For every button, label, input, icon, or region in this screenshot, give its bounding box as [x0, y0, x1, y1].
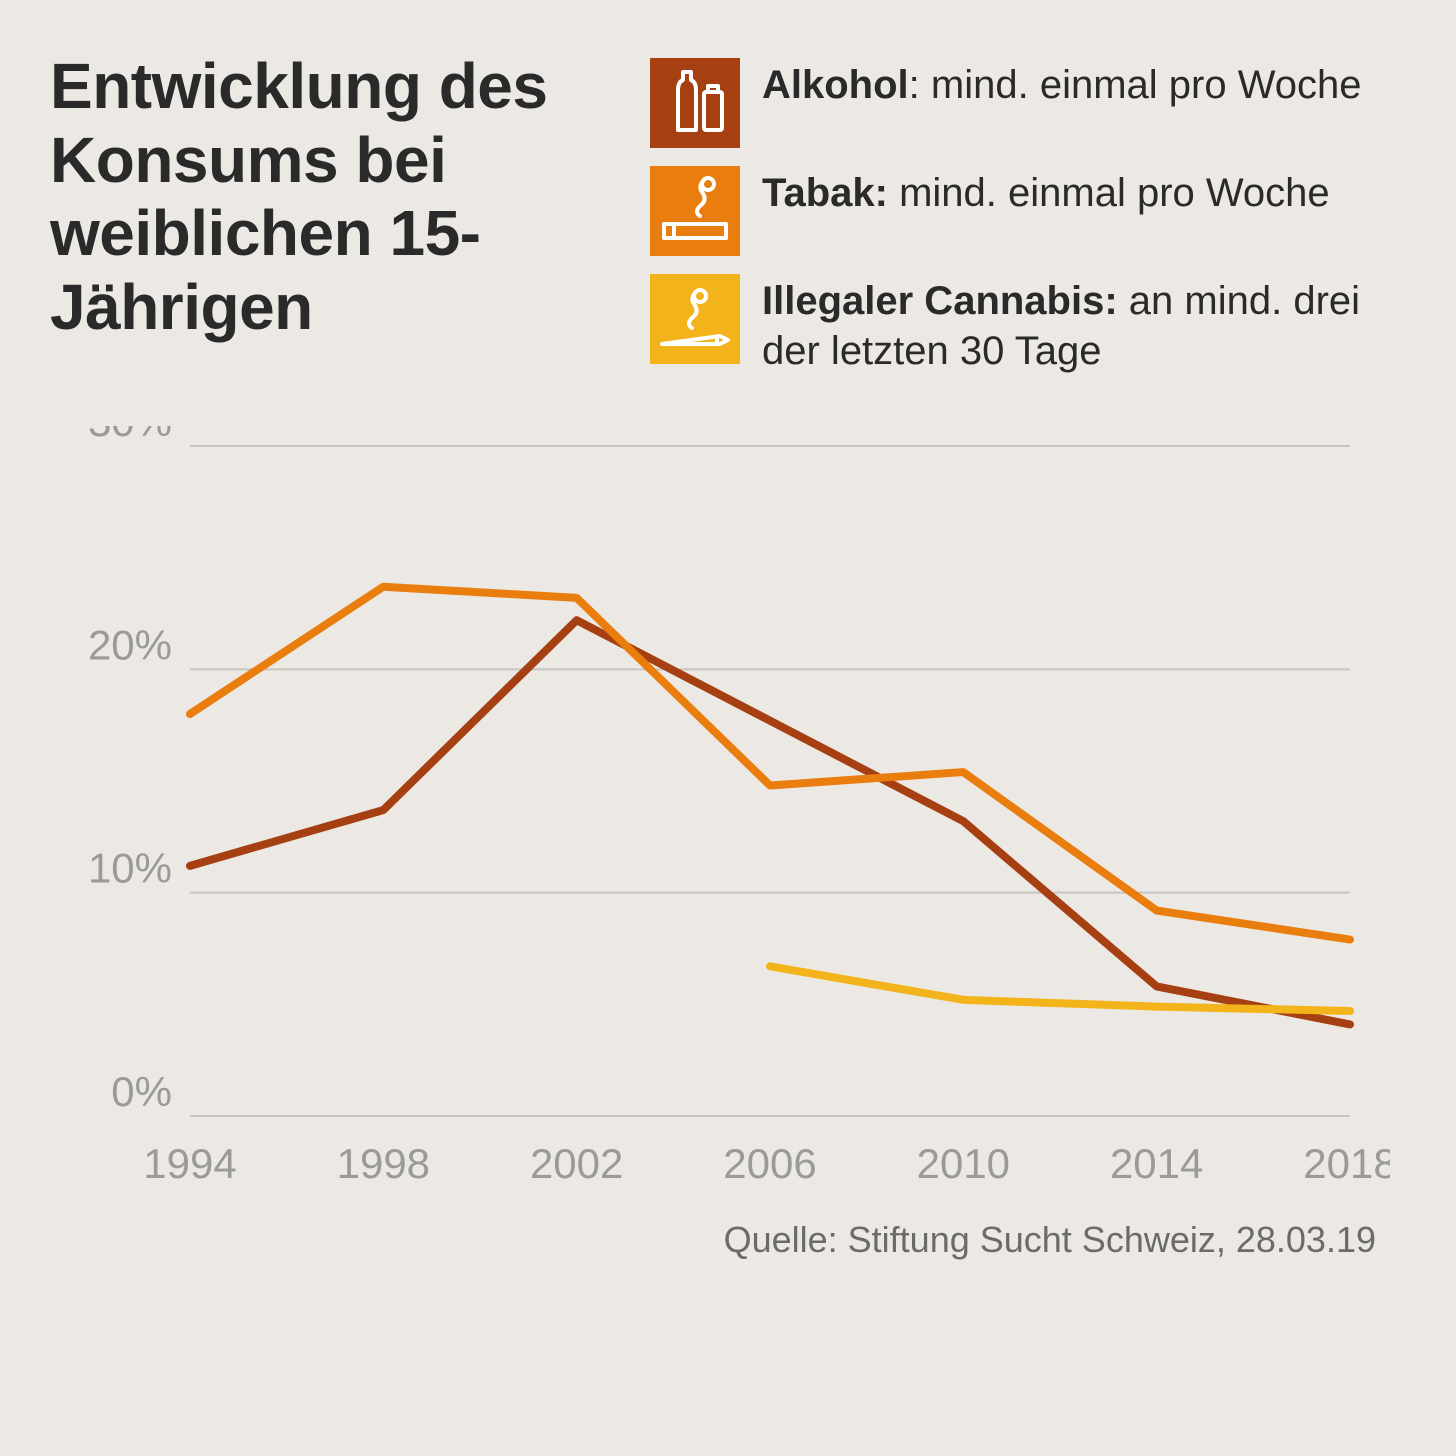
legend-label: Illegaler Cannabis: an mind. drei der le…: [762, 274, 1416, 376]
series-line: [190, 587, 1350, 940]
legend-item: Alkohol: mind. einmal pro Woche: [650, 58, 1416, 148]
x-tick-label: 2010: [917, 1140, 1010, 1187]
line-chart: 0% 10% 20% 30% 1994 1998 2002 2006 2010 2014 2018: [50, 426, 1390, 1196]
legend: Alkohol: mind. einmal pro Woche Tabak: m…: [650, 50, 1416, 376]
chart-title: Entwicklung des Konsums bei weiblichen 1…: [50, 50, 610, 376]
tobacco-icon: [650, 166, 740, 256]
source-text: Quelle: Stiftung Sucht Schweiz, 28.03.19: [50, 1219, 1416, 1261]
y-tick-label: 30%: [88, 426, 172, 445]
legend-label: Tabak: mind. einmal pro Woche: [762, 166, 1330, 218]
y-tick-label: 20%: [88, 621, 172, 668]
alcohol-icon: [650, 58, 740, 148]
x-tick-label: 1998: [337, 1140, 430, 1187]
legend-item: Illegaler Cannabis: an mind. drei der le…: [650, 274, 1416, 376]
y-tick-label: 10%: [88, 845, 172, 892]
header: Entwicklung des Konsums bei weiblichen 1…: [50, 50, 1416, 376]
x-tick-label: 2018: [1303, 1140, 1390, 1187]
x-tick-label: 2014: [1110, 1140, 1203, 1187]
cannabis-icon: [650, 274, 740, 364]
legend-label: Alkohol: mind. einmal pro Woche: [762, 58, 1361, 110]
legend-item: Tabak: mind. einmal pro Woche: [650, 166, 1416, 256]
chart-area: 0% 10% 20% 30% 1994 1998 2002 2006 2010 2014 2018: [50, 426, 1416, 1201]
x-tick-label: 1994: [143, 1140, 236, 1187]
y-tick-label: 0%: [111, 1068, 172, 1115]
x-tick-label: 2006: [723, 1140, 816, 1187]
x-tick-label: 2002: [530, 1140, 623, 1187]
